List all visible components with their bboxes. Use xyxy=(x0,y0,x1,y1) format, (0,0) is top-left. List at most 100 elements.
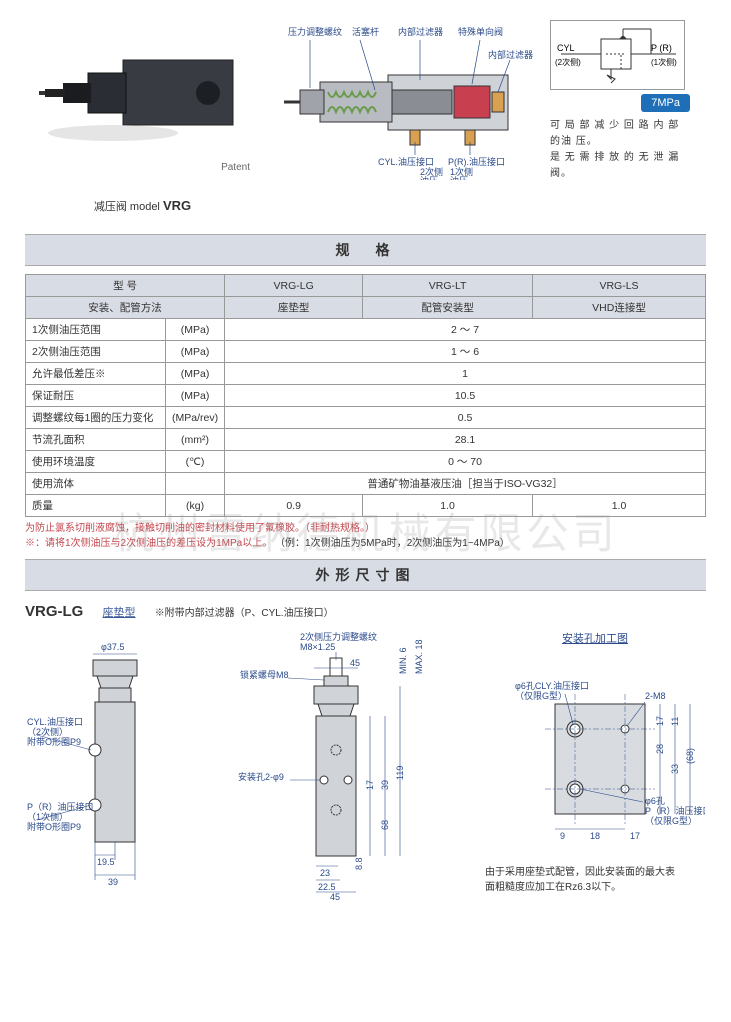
dim-title-bar: 外形尺寸图 xyxy=(25,559,706,591)
spec-note2: ※：请将1次侧油压与2次侧油压的差压设为1MPa以上。 xyxy=(25,538,272,549)
spec-val: 普通矿物油基液压油［担当于ISO-VG32］ xyxy=(225,473,706,495)
dim-18: 18 xyxy=(590,831,600,841)
cutaway-l3: 内部过滤器 xyxy=(398,26,443,37)
cutaway-l6: CYL.油压接口 xyxy=(378,156,434,167)
dim-68: 68 xyxy=(380,820,390,830)
dim-19-5: 19.5 xyxy=(97,857,115,867)
bottom-note2: 面粗糙度应加工在Rz6.3以下。 xyxy=(485,880,705,895)
cutaway-column: 压力调整螺纹 活塞杆 内部过滤器 特殊单向阀 内部过滤器 CYL.油压接口 P(… xyxy=(270,20,540,214)
dim-68b: (68) xyxy=(685,748,695,764)
lbl-cyl-port: CYL.油压接口 xyxy=(27,716,83,727)
cutaway-l2: 活塞杆 xyxy=(352,26,379,37)
cutaway-diagram: 压力调整螺纹 活塞杆 内部过滤器 特殊单向阀 内部过滤器 CYL.油压接口 P(… xyxy=(270,20,540,170)
spec-unit xyxy=(166,473,225,495)
lbl-oring1: 附带O形圈P9 xyxy=(27,736,81,747)
spec-unit: (MPa) xyxy=(166,363,225,385)
desc-text: 可 局 部 减 少 回 路 内 部 的油 压。 是 无 需 排 放 的 无 泄 … xyxy=(550,118,690,182)
lbl-pr-port: P（R）油压接口 xyxy=(27,801,94,812)
mass-unit: (kg) xyxy=(166,495,225,517)
lbl-phi6cyl: φ6孔CLY.油压接口 xyxy=(515,680,589,691)
dim-17: 17 xyxy=(365,780,375,790)
mass-v2: 1.0 xyxy=(363,495,533,517)
cutaway-l5: 内部过滤器 xyxy=(488,49,533,60)
cutaway-l7: P(R).油压接口 xyxy=(448,156,505,167)
dim-23: 23 xyxy=(320,868,330,878)
model-label: 减压阀 model VRG xyxy=(25,198,260,214)
th-model: 型 号 xyxy=(26,275,225,297)
dim-17b: 17 xyxy=(630,831,640,841)
spec-val: 10.5 xyxy=(225,385,706,407)
desc-line2: 是 无 需 排 放 的 无 泄 漏阀。 xyxy=(550,150,690,182)
spec-label: 保证耐压 xyxy=(26,385,166,407)
dim-28: 28 xyxy=(655,744,665,754)
desc-line1: 可 局 部 减 少 回 路 内 部 的油 压。 xyxy=(550,118,690,150)
spec-val: 0 ～ 70 xyxy=(225,451,706,473)
spec-unit: (MPa) xyxy=(166,341,225,363)
spec-label: 1次侧油压范围 xyxy=(26,319,166,341)
hydraulic-schematic: CYL (2次侧) P (R) (1次侧) xyxy=(550,20,685,90)
lbl-phi6p: φ6孔 xyxy=(645,796,665,806)
dim-39b: 39 xyxy=(380,780,390,790)
spec-val: 0.5 xyxy=(225,407,706,429)
th-i2: 配管安装型 xyxy=(363,297,533,319)
spec-label: 使用流体 xyxy=(26,473,166,495)
spec-label: 使用环境温度 xyxy=(26,451,166,473)
lbl-pr-side: （1次侧） xyxy=(27,811,68,822)
spec-val: 28.1 xyxy=(225,429,706,451)
bottom-note1: 由于采用座垫式配管，因此安装面的最大表 xyxy=(485,865,705,880)
dim-11: 11 xyxy=(670,717,680,726)
cutaway-l4: 特殊单向阀 xyxy=(458,26,503,37)
mass-v1: 0.9 xyxy=(225,495,363,517)
dim-119: 119 xyxy=(395,766,405,780)
dim-min6: MIN. 6 xyxy=(398,647,408,674)
cutaway-l8b: 油压 xyxy=(420,175,438,180)
spec-unit: (MPa) xyxy=(166,319,225,341)
dim-45: 45 xyxy=(350,658,360,668)
dim-17c: 17 xyxy=(655,716,665,726)
lbl-mount: 安装孔2-φ9 xyxy=(238,771,284,782)
spec-label: 节流孔面积 xyxy=(26,429,166,451)
dim-max18: MAX. 18 xyxy=(414,639,424,674)
dim-45b: 45 xyxy=(330,892,340,900)
spec-label: 允许最低差压※ xyxy=(26,363,166,385)
patent-label: Patent xyxy=(25,162,260,173)
lbl-locknut: 锁紧螺母M8 xyxy=(240,669,289,680)
th-c3: VRG-LS xyxy=(533,275,706,297)
spec-unit: (℃) xyxy=(166,451,225,473)
vrg-lg-subtitle: 座垫型 xyxy=(103,607,136,619)
lbl-2m8: 2-M8 xyxy=(645,691,666,701)
side-view: φ37.5 CYL.油压接口 （2次侧） 附带O形圈P9 P（R）油压接口 （1… xyxy=(25,630,195,903)
photo-column: Patent 减压阀 model VRG xyxy=(25,20,260,214)
mount-hole-view: 安装孔加工图 φ6孔CLY.油压接口 （仅限G型） xyxy=(485,630,705,903)
top-section: Patent 减压阀 model VRG xyxy=(25,20,706,214)
lbl-gonly2: （仅限G型） xyxy=(645,815,697,826)
spec-note2-ex: （例：1次侧油压为5MPa时，2次侧油压为1~4MPa） xyxy=(275,538,510,549)
spec-label: 2次侧油压范围 xyxy=(26,341,166,363)
dim-9: 9 xyxy=(560,831,565,841)
spec-note1: 为防止氯系切削液腐蚀，接触切削油的密封材料使用了氟橡胶。（非耐热规格。） xyxy=(25,523,375,534)
lbl-cyl-side: （2次侧） xyxy=(27,726,68,737)
mass-v3: 1.0 xyxy=(533,495,706,517)
sch-pr-sub: (1次侧) xyxy=(651,57,677,67)
cutaway-l1: 压力调整螺纹 xyxy=(288,26,342,37)
sch-cyl: CYL xyxy=(557,43,575,53)
drawings-row: φ37.5 CYL.油压接口 （2次侧） 附带O形圈P9 P（R）油压接口 （1… xyxy=(25,630,706,903)
lbl-top2: M8×1.25 xyxy=(300,642,335,652)
dim-33: 33 xyxy=(670,764,680,774)
vrg-lg-heading: VRG-LG 座垫型 ※附带内部过滤器（P、CYL.油压接口） xyxy=(25,603,706,620)
dim-phi37: φ37.5 xyxy=(101,642,124,652)
spec-note: 为防止氯系切削液腐蚀，接触切削油的密封材料使用了氟橡胶。（非耐热规格。） ※：请… xyxy=(25,521,706,551)
mass-label: 质量 xyxy=(26,495,166,517)
vrg-lg-title: VRG-LG xyxy=(25,603,83,620)
front-view: 2次侧压力调整螺纹 M8×1.25 锁紧螺母M8 45 MIN. 6 MAX. … xyxy=(210,630,470,903)
lbl-oring2: 附带O形圈P9 xyxy=(27,821,81,832)
schematic-column: CYL (2次侧) P (R) (1次侧) 7MPa 可 局 部 减 少 回 路… xyxy=(550,20,690,214)
model-prefix: 减压阀 model xyxy=(94,201,160,213)
th-c1: VRG-LG xyxy=(225,275,363,297)
th-install: 安装、配管方法 xyxy=(26,297,225,319)
product-photo xyxy=(25,20,260,160)
spec-title-bar: 规 格 xyxy=(25,234,706,266)
model-name: VRG xyxy=(163,198,191,213)
mount-title: 安装孔加工图 xyxy=(485,630,705,646)
spec-val: 1 xyxy=(225,363,706,385)
